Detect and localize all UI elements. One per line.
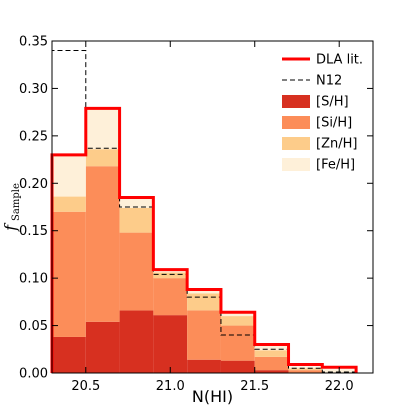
bar-sih-bin-1 [85,166,120,322]
bar-feh-bin-1 [85,108,120,150]
plot-frame [51,40,374,374]
y-tick-label: 0.35 [19,35,48,50]
bar-sih-bin-4 [187,310,221,360]
bar-sih-bin-6 [254,356,289,371]
legend-swatch [282,116,310,129]
x-axis-label: N(HI) [192,387,233,406]
bar-sh-bin-2 [119,310,154,373]
bar-sh-bin-6 [254,370,289,373]
outline-histograms [50,49,358,373]
bar-sh-bin-3 [153,315,188,373]
y-axis-label-main: f [1,222,20,232]
bar-znh-bin-7 [288,368,323,371]
bar-znh-bin-0 [52,196,86,212]
bar-feh-bin-5 [220,312,255,317]
y-axis-label: f Sample [1,183,22,232]
y-tick-label: 0.30 [19,82,48,97]
y-tick-label: 0.10 [19,272,48,287]
bar-sih-bin-0 [52,211,86,337]
y-tick-label: 0.25 [19,129,48,144]
y-tick-label: 0.15 [19,224,48,239]
legend: DLA lit. N12 [S/H] [Si/H] [Zn/H] [Fe/H] [282,53,363,173]
x-tick-label: 21.0 [156,379,185,394]
legend-swatch [282,137,310,150]
bar-feh-bin-7 [288,366,323,369]
bar-znh-bin-1 [85,149,120,167]
bar-feh-bin-6 [254,344,289,351]
x-tick-label: 20.5 [71,379,100,394]
legend-swatch [282,158,310,171]
stacked-bars [52,108,357,373]
x-tick-label: 22.0 [325,379,354,394]
bar-sh-bin-4 [187,359,221,373]
y-tick-label: 0.00 [19,367,48,382]
outline-n12 [51,49,357,373]
legend-label: N12 [316,74,342,89]
axis-ticks: 20.5 21.0 21.5 22.0 0.00 0.05 0.10 0.15 0.20 0.25… [19,35,373,394]
bar-feh-bin-4 [187,289,221,294]
legend-label: [Fe/H] [316,158,355,173]
bar-sh-bin-5 [220,360,255,373]
y-tick-label: 0.05 [19,319,48,334]
bar-sih-bin-2 [119,232,154,311]
bar-sh-bin-1 [85,321,120,373]
bar-feh-bin-2 [119,197,154,208]
outline-dla-lit [50,106,358,373]
y-axis-label-subscript: Sample [11,183,22,221]
legend-label: [Zn/H] [316,137,357,152]
bar-znh-bin-5 [220,316,255,326]
bar-feh-bin-0 [52,154,86,197]
bar-znh-bin-4 [187,293,221,311]
legend-swatch [282,95,310,108]
legend-label: [Si/H] [316,116,352,131]
bar-sih-bin-5 [220,325,255,361]
x-tick-label: 21.5 [240,379,269,394]
bar-znh-bin-2 [119,207,154,233]
y-tick-label: 0.20 [19,177,48,192]
legend-label: [S/H] [316,95,349,110]
bar-sh-bin-0 [52,336,86,373]
bar-znh-bin-6 [254,350,289,357]
bar-sih-bin-3 [153,278,188,316]
bar-sih-bin-7 [288,370,323,373]
legend-label: DLA lit. [316,53,363,68]
bar-znh-bin-3 [153,272,188,279]
